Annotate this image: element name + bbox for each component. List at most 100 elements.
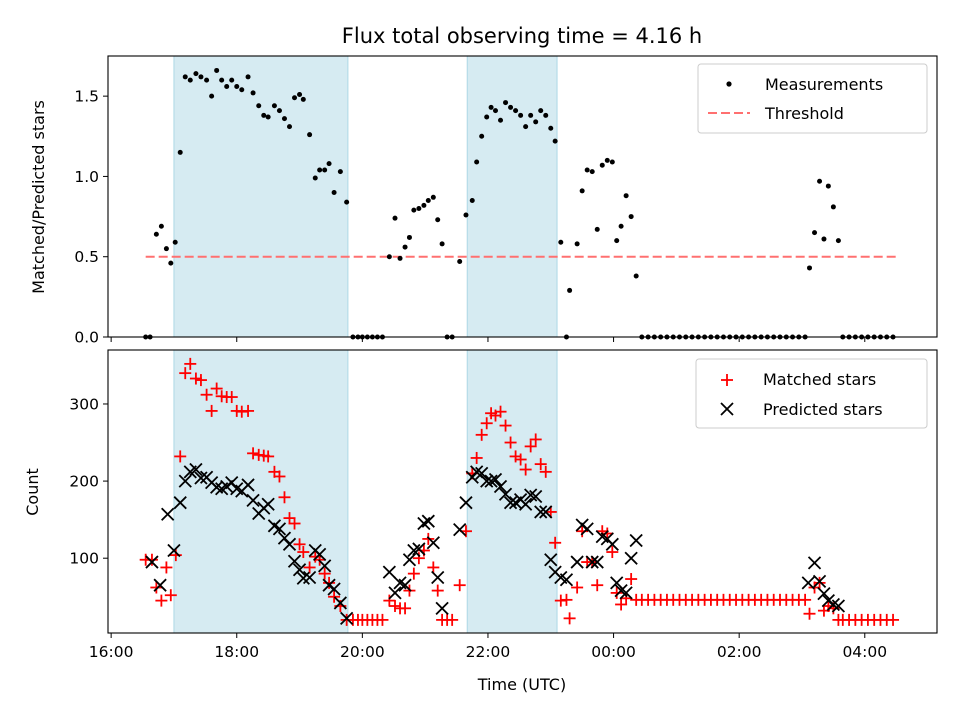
predicted-star-point bbox=[559, 573, 574, 587]
matched-star-point bbox=[205, 404, 218, 417]
measurement-point bbox=[469, 198, 475, 204]
shaded-interval-1 bbox=[466, 349, 558, 634]
predicted-star-point bbox=[426, 536, 440, 550]
predicted-star-point bbox=[459, 496, 473, 510]
matched-star-point bbox=[799, 593, 812, 606]
matched-star-point bbox=[887, 613, 900, 626]
measurement-point bbox=[528, 112, 534, 118]
matched-star-point bbox=[150, 581, 163, 594]
bottom-legend: Matched stars Predicted stars bbox=[695, 358, 928, 429]
matched-star-point bbox=[210, 382, 223, 395]
measurement-point bbox=[513, 108, 519, 114]
measurement-point bbox=[474, 159, 480, 165]
bottom-x-tick-label: 20:00 bbox=[340, 643, 385, 661]
measurement-point bbox=[609, 159, 615, 165]
measurement-point bbox=[312, 175, 318, 181]
measurement-point bbox=[599, 162, 605, 168]
predicted-star-point bbox=[826, 597, 841, 612]
matched-star-point bbox=[407, 567, 420, 580]
measurement-point bbox=[574, 241, 580, 247]
predicted-star-point bbox=[585, 555, 599, 569]
predicted-star-point bbox=[812, 574, 827, 588]
matched-star-point bbox=[499, 419, 512, 432]
measurement-point bbox=[552, 138, 558, 144]
predicted-star-point bbox=[529, 489, 543, 504]
top-y-ticks: 0.0 0.5 1.0 1.5 bbox=[74, 88, 108, 347]
measurement-point bbox=[812, 230, 818, 236]
matched-star-point bbox=[813, 576, 826, 589]
measurement-point bbox=[518, 112, 524, 118]
measurement-point bbox=[817, 178, 823, 184]
matched-star-point bbox=[571, 581, 584, 594]
matched-star-point bbox=[560, 593, 573, 606]
measurement-point bbox=[508, 104, 514, 110]
measurement-point bbox=[821, 236, 827, 242]
predicted-star-point bbox=[340, 611, 354, 625]
measurement-point bbox=[198, 74, 204, 80]
matched-star-point bbox=[596, 525, 609, 538]
bottom-x-tick-label: 22:00 bbox=[466, 643, 511, 661]
legend-predicted-marker bbox=[720, 402, 734, 416]
predicted-star-point bbox=[570, 555, 584, 569]
measurement-point bbox=[594, 226, 600, 232]
measurement-point bbox=[439, 241, 445, 247]
predicted-star-point bbox=[488, 472, 503, 487]
matched-star-point bbox=[803, 607, 816, 620]
bottom-x-tick-label: 16:00 bbox=[89, 643, 134, 661]
predicted-star-point bbox=[817, 587, 831, 601]
predicted-star-point bbox=[407, 543, 421, 558]
matched-star-point bbox=[480, 417, 493, 430]
predicted-star-point bbox=[807, 556, 822, 570]
measurement-point bbox=[421, 202, 427, 208]
measurement-point bbox=[300, 96, 306, 102]
measurement-point bbox=[558, 239, 564, 245]
top-legend-box bbox=[697, 63, 928, 134]
measurement-point bbox=[326, 161, 332, 167]
matched-star-point bbox=[475, 428, 488, 441]
matched-star-point bbox=[625, 573, 638, 586]
measurement-point bbox=[172, 239, 178, 245]
top-y-tick-label: 0.0 bbox=[74, 329, 99, 347]
predicted-star-point bbox=[453, 523, 467, 537]
predicted-star-point bbox=[333, 596, 348, 610]
matched-star-point bbox=[606, 546, 619, 559]
measurement-point bbox=[457, 259, 463, 265]
predicted-star-point bbox=[292, 563, 307, 577]
measurement-point bbox=[548, 125, 554, 131]
matched-star-point bbox=[383, 594, 396, 607]
legend-measurements-label: Measurements bbox=[765, 75, 883, 94]
predicted-star-point bbox=[580, 522, 594, 536]
predicted-star-point bbox=[302, 570, 317, 585]
measurement-point bbox=[614, 238, 620, 244]
measurement-point bbox=[187, 77, 193, 83]
matched-star-point bbox=[262, 450, 275, 463]
bottom-x-tick-label: 00:00 bbox=[591, 643, 636, 661]
matched-star-point bbox=[412, 552, 425, 565]
measurement-point bbox=[463, 212, 469, 218]
measurement-point bbox=[337, 169, 343, 175]
matched-star-point bbox=[247, 447, 260, 460]
matched-star-point bbox=[303, 561, 316, 574]
matched-star-point bbox=[446, 613, 459, 626]
measurement-point bbox=[523, 124, 529, 130]
matched-star-point bbox=[293, 538, 306, 551]
measurement-point bbox=[261, 112, 267, 118]
measurement-point bbox=[416, 206, 422, 212]
predicted-star-point bbox=[417, 516, 431, 531]
predicted-star-point bbox=[398, 578, 412, 592]
legend-matched-marker bbox=[721, 374, 733, 386]
measurement-point bbox=[830, 204, 836, 210]
measurement-point bbox=[292, 95, 298, 101]
top-legend: Measurements Threshold bbox=[697, 63, 928, 134]
shaded-interval-1 bbox=[466, 55, 558, 338]
matched-star-point bbox=[179, 367, 192, 380]
matched-star-point bbox=[576, 525, 589, 538]
measurement-point bbox=[163, 246, 169, 252]
matched-star-point bbox=[155, 594, 168, 607]
top-y-tick-label: 1.5 bbox=[74, 88, 99, 106]
predicted-star-point bbox=[173, 496, 187, 510]
measurement-point bbox=[287, 124, 293, 130]
predicted-star-point bbox=[421, 514, 435, 528]
measurement-point bbox=[219, 77, 225, 83]
top-y-tick-label: 0.5 bbox=[74, 248, 99, 266]
